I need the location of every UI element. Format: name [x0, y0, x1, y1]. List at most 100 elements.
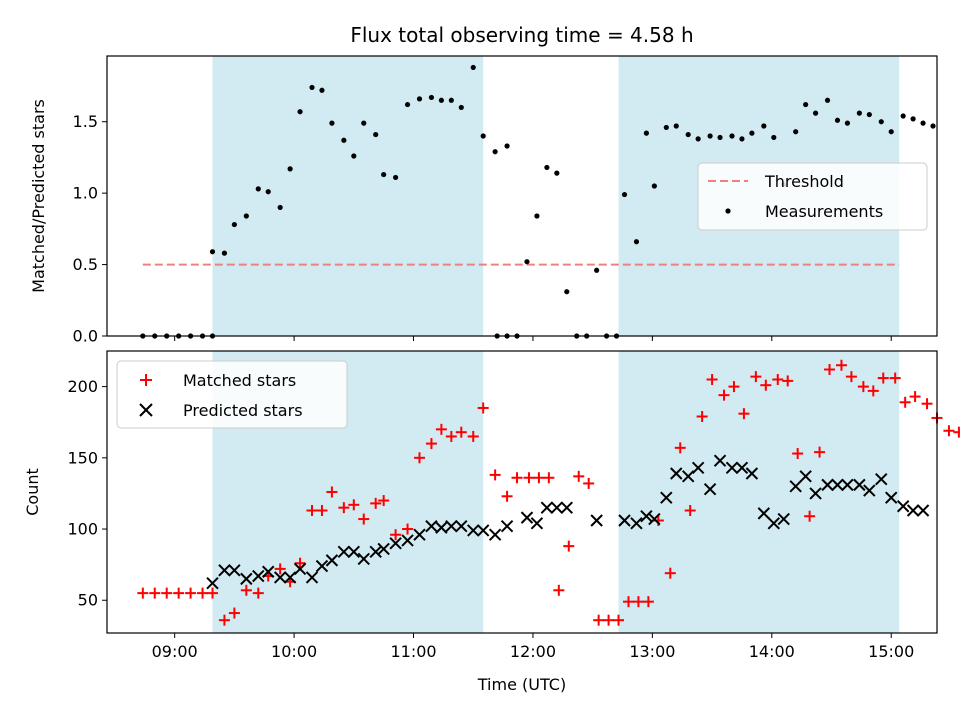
- marker-stroke: [789, 480, 802, 493]
- marker-stroke: [488, 528, 502, 541]
- predicted-star-point: [530, 517, 544, 530]
- matched-star-point: [358, 513, 370, 525]
- measurement-point: [707, 133, 713, 139]
- x-tick-label: 15:00: [868, 642, 914, 661]
- predicted-star-point: [896, 500, 910, 513]
- predicted-star-point: [325, 554, 339, 567]
- predicted-star-point: [821, 478, 834, 492]
- marker-stroke: [875, 472, 888, 486]
- marker-stroke: [713, 454, 727, 467]
- measurement-point: [717, 134, 723, 141]
- matched-star-point: [390, 529, 402, 541]
- marker-stroke: [369, 545, 382, 559]
- predicted-star-point: [703, 482, 717, 496]
- measurement-point: [524, 259, 530, 265]
- measurement-point: [633, 239, 640, 245]
- predicted-star-point: [550, 501, 564, 514]
- marker-stroke: [757, 507, 771, 520]
- measurement-point: [329, 120, 335, 126]
- predicted-star-point: [906, 504, 920, 517]
- matched-star-point: [728, 381, 740, 393]
- predicted-star-point: [262, 565, 275, 578]
- y-tick-label: 50: [78, 591, 98, 610]
- marker-stroke: [681, 470, 695, 483]
- marker-stroke: [467, 524, 480, 537]
- measurement-point: [930, 123, 936, 129]
- predicted-star-point: [735, 461, 749, 474]
- matched-star-point: [814, 446, 826, 458]
- marker-stroke: [703, 482, 717, 496]
- marker-stroke: [725, 461, 739, 474]
- measurement-point: [729, 133, 735, 139]
- matched-star-point: [511, 472, 523, 484]
- matched-star-point: [206, 587, 218, 599]
- predicted-star-point: [413, 528, 426, 541]
- marker-stroke: [315, 559, 329, 573]
- matched-star-point: [477, 402, 489, 414]
- measurement-point: [866, 111, 872, 118]
- matched-star-point: [622, 596, 634, 608]
- measurement-point: [844, 120, 851, 126]
- matched-star-point: [467, 430, 479, 442]
- predicted-star-point: [369, 545, 382, 559]
- matched-star-point: [306, 505, 318, 517]
- measurement-point: [663, 124, 669, 131]
- predicted-star-point: [660, 491, 673, 504]
- predicted-star-point: [777, 512, 790, 526]
- matched-star-point: [684, 505, 696, 517]
- marker-stroke: [799, 470, 812, 483]
- predicted-star-point: [799, 470, 812, 483]
- x-axis-ticks: 09:00 10:00 11:00 12:00 13:00 14:00 15:00: [152, 633, 914, 661]
- marker-stroke: [500, 519, 514, 533]
- y-axis-label: Matched/Predicted stars: [29, 99, 48, 293]
- legend-threshold-label: Threshold: [764, 172, 844, 191]
- marker-stroke: [425, 519, 438, 533]
- matched-star-point: [782, 375, 794, 387]
- measurement-point: [373, 131, 379, 138]
- measurement-point: [920, 120, 926, 126]
- predicted-star-point: [389, 537, 402, 550]
- matched-star-point: [378, 495, 390, 507]
- measurement-point: [319, 87, 325, 93]
- matched-star-point: [674, 442, 686, 454]
- observing-interval: [212, 56, 484, 336]
- marker-stroke: [240, 572, 253, 586]
- marker-stroke: [347, 545, 361, 559]
- marker-stroke: [896, 500, 910, 513]
- measurement-point: [381, 171, 387, 178]
- marker-stroke: [670, 467, 683, 480]
- measurement-point: [351, 153, 357, 159]
- matched-star-point: [185, 587, 197, 599]
- predicted-star-point: [831, 478, 844, 492]
- measurement-point: [255, 186, 261, 192]
- marker-stroke: [401, 534, 414, 547]
- matched-star-point: [804, 510, 816, 522]
- measurement-point: [341, 137, 347, 143]
- predicted-star-point: [273, 571, 287, 584]
- predicted-star-point: [425, 519, 438, 533]
- predicted-star-point: [853, 478, 866, 492]
- marker-stroke: [906, 504, 920, 517]
- matched-star-point: [760, 379, 772, 391]
- predicted-star-point: [875, 472, 888, 486]
- measurement-point: [554, 170, 560, 176]
- matched-star-point: [501, 490, 513, 502]
- measurement-points: [140, 64, 936, 339]
- matched-star-point: [706, 373, 718, 385]
- marker-stroke: [218, 564, 231, 577]
- measurement-point: [594, 267, 600, 273]
- marker-stroke: [648, 512, 661, 526]
- marker-stroke: [252, 569, 265, 583]
- matched-star-point: [533, 472, 545, 484]
- measurement-point: [910, 116, 916, 122]
- y-tick-label: 1.0: [73, 184, 98, 203]
- measurement-point: [685, 131, 691, 138]
- count-panel: 50 100 150 200 09:00 10:00 11:00 12:00 13:00 14:…: [23, 350, 960, 694]
- marker-stroke: [630, 517, 643, 530]
- x-tick-label: 10:00: [271, 642, 317, 661]
- matched-star-point: [413, 452, 425, 464]
- measurement-point: [404, 101, 411, 108]
- legend-measurements-label: Measurements: [765, 202, 883, 221]
- predicted-star-point: [757, 507, 771, 520]
- matched-star-point: [240, 584, 252, 596]
